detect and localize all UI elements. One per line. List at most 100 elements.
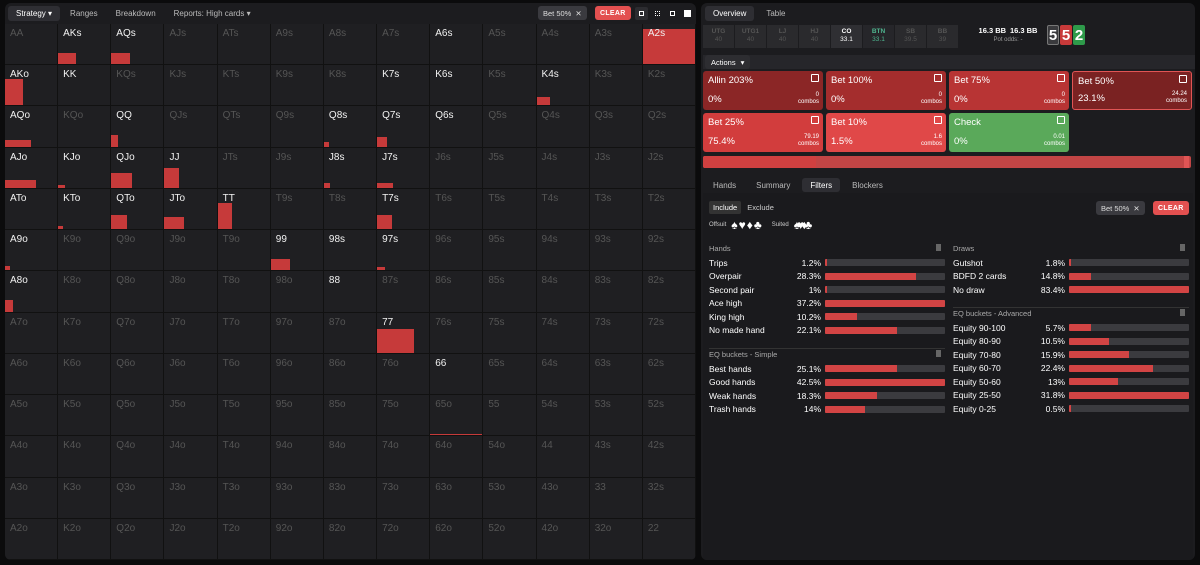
hand-cell[interactable]: K4o	[58, 436, 112, 478]
filter-row[interactable]: Equity 25-50 31.8%	[953, 389, 1189, 403]
hand-cell[interactable]: 73s	[589, 312, 643, 354]
hand-cell[interactable]: A7o	[5, 312, 59, 354]
hand-cell[interactable]: AA	[5, 24, 59, 66]
hand-cell[interactable]: 63s	[589, 353, 643, 396]
filter-pill[interactable]: Bet 50% ✕	[1096, 201, 1145, 215]
filter-row[interactable]: Ace high 37.2%	[709, 297, 945, 311]
tab-table[interactable]: Table	[766, 8, 786, 18]
hand-cell[interactable]: KQo	[58, 106, 112, 148]
square-view-icon[interactable]	[681, 7, 694, 20]
hand-cell[interactable]: J6s	[430, 147, 484, 189]
hand-cell[interactable]: Q9o	[111, 230, 165, 272]
hand-cell[interactable]: JTo	[164, 188, 218, 231]
notes-icon[interactable]	[811, 74, 819, 82]
hand-cell[interactable]: K2s	[642, 65, 696, 107]
hand-cell[interactable]: Q6s	[430, 106, 484, 148]
filter-row[interactable]: Gutshot 1.8%	[953, 256, 1189, 270]
hand-cell[interactable]: 98s	[323, 230, 378, 272]
hand-cell[interactable]: 84s	[536, 271, 590, 313]
hand-cell[interactable]: 92s	[642, 230, 696, 272]
hand-cell[interactable]: AKo	[5, 65, 59, 107]
hand-cell[interactable]: 82o	[323, 518, 378, 560]
hand-cell[interactable]: K7s	[377, 65, 431, 107]
hand-cell[interactable]: J4s	[536, 147, 590, 189]
filter-pill[interactable]: Bet 50% ✕	[538, 6, 587, 20]
hand-cell[interactable]: AJs	[164, 24, 218, 66]
hand-cell[interactable]: Q2s	[642, 106, 696, 148]
hand-cell[interactable]: A5o	[5, 395, 59, 437]
hand-cell[interactable]: Q2o	[111, 518, 165, 560]
hand-cell[interactable]: KQs	[111, 65, 165, 107]
hand-cell[interactable]: Q5s	[483, 106, 537, 148]
hand-cell[interactable]: K7o	[58, 312, 112, 354]
hand-cell[interactable]: Q5o	[111, 395, 165, 437]
filter-row[interactable]: Trash hands 14%	[709, 403, 945, 417]
hand-cell[interactable]: Q7o	[111, 312, 165, 354]
hand-cell[interactable]: 54o	[483, 436, 537, 478]
filter-row[interactable]: Good hands 42.5%	[709, 376, 945, 390]
hand-cell[interactable]: Q3s	[589, 106, 643, 148]
hand-cell[interactable]: Q8o	[111, 271, 165, 313]
hand-cell[interactable]: A3o	[5, 477, 59, 519]
seat-btn[interactable]: BTN 33.1	[863, 25, 894, 48]
hand-cell[interactable]: K2o	[58, 518, 112, 560]
filter-row[interactable]: Equity 50-60 13%	[953, 375, 1189, 389]
notes-icon[interactable]	[934, 74, 942, 82]
hand-cell[interactable]: QTo	[111, 188, 165, 231]
hand-cell[interactable]: 65s	[483, 353, 537, 396]
hand-cell[interactable]: 85s	[483, 271, 537, 313]
seat-utg[interactable]: UTG 40	[703, 25, 734, 48]
hand-cell[interactable]: T8s	[323, 188, 378, 231]
hand-cell[interactable]: K3s	[589, 65, 643, 107]
hand-cell[interactable]: 84o	[323, 436, 378, 478]
hand-cell[interactable]: 83o	[323, 477, 378, 519]
notes-icon[interactable]	[934, 116, 942, 124]
filter-row[interactable]: King high 10.2%	[709, 310, 945, 324]
hand-cell[interactable]: J5o	[164, 395, 218, 437]
hand-cell[interactable]: A2o	[5, 518, 59, 560]
hand-cell[interactable]: 72o	[377, 518, 431, 560]
hand-cell[interactable]: 52o	[483, 518, 537, 560]
hand-cell[interactable]: 72s	[642, 312, 696, 354]
close-icon[interactable]: ✕	[1133, 203, 1140, 213]
hand-cell[interactable]: A8s	[323, 24, 378, 66]
filter-row[interactable]: Equity 70-80 15.9%	[953, 348, 1189, 362]
hand-cell[interactable]: 32o	[589, 518, 643, 560]
hand-cell[interactable]: K8s	[323, 65, 378, 107]
hand-cell[interactable]: ATo	[5, 188, 59, 231]
hand-cell[interactable]: K6s	[430, 65, 484, 107]
hand-cell[interactable]: 42o	[536, 518, 590, 560]
notes-icon[interactable]	[1179, 75, 1187, 83]
hand-cell[interactable]: T7s	[377, 188, 431, 231]
close-icon[interactable]: ✕	[575, 8, 582, 18]
action-tile[interactable]: Check 0% 0.01 combos	[949, 113, 1069, 152]
action-tile[interactable]: Bet 25% 75.4% 79.19 combos	[703, 113, 823, 152]
clear-button[interactable]: CLEAR	[1153, 201, 1189, 215]
hand-cell[interactable]: AKs	[58, 24, 112, 66]
hand-cell[interactable]: 98o	[270, 271, 324, 313]
hand-cell[interactable]: T3s	[589, 188, 643, 231]
hand-cell[interactable]: 86o	[323, 353, 378, 396]
hand-cell[interactable]: QQ	[111, 106, 165, 148]
hand-cell[interactable]: AJo	[5, 147, 59, 189]
hand-cell[interactable]: T6s	[430, 188, 484, 231]
hand-cell[interactable]: T2s	[642, 188, 696, 231]
action-tile[interactable]: Bet 75% 0% 0 combos	[949, 71, 1069, 110]
hand-cell[interactable]: 63o	[430, 477, 484, 519]
hand-cell[interactable]: K9s	[270, 65, 324, 107]
hand-cell[interactable]: 77	[377, 312, 431, 354]
hand-cell[interactable]: 95o	[270, 395, 324, 437]
suited-suits-icon[interactable]: ♠♥♦♣	[793, 218, 812, 232]
hand-cell[interactable]: T7o	[217, 312, 271, 354]
hand-cell[interactable]: 94o	[270, 436, 324, 478]
hand-cell[interactable]: A4s	[536, 24, 590, 66]
hand-cell[interactable]: T2o	[217, 518, 271, 560]
hand-cell[interactable]: A9o	[5, 230, 59, 272]
hand-cell[interactable]: JJ	[164, 147, 218, 189]
hand-cell[interactable]: AQs	[111, 24, 165, 66]
hand-cell[interactable]: KJs	[164, 65, 218, 107]
tab-blockers[interactable]: Blockers	[852, 181, 883, 190]
filter-row[interactable]: Best hands 25.1%	[709, 362, 945, 376]
hand-cell[interactable]: 75o	[377, 395, 431, 437]
hand-cell[interactable]: 64s	[536, 353, 590, 396]
